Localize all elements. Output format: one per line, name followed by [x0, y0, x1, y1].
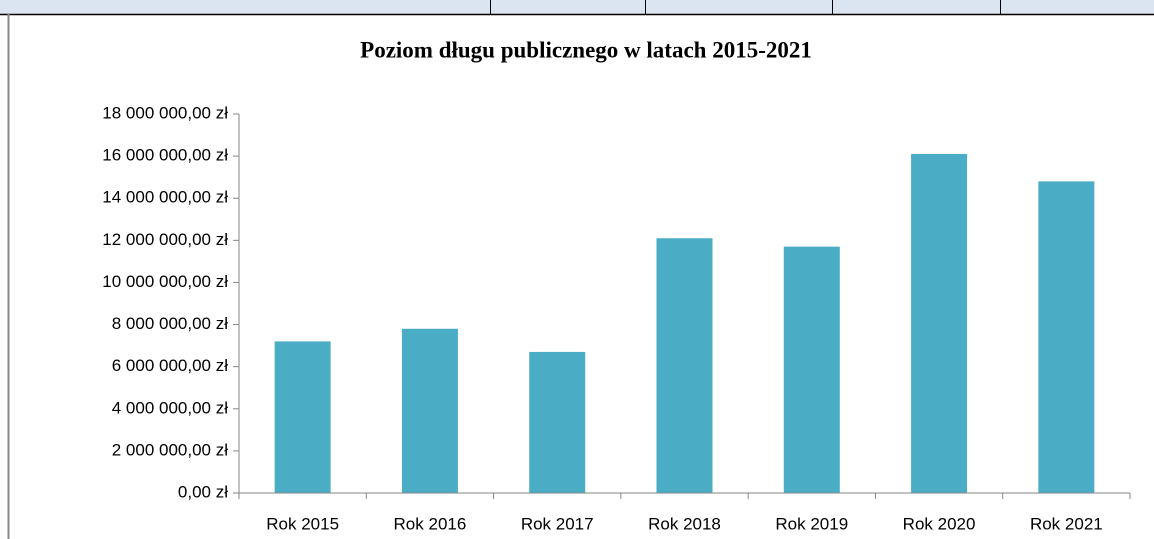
bar	[911, 154, 968, 493]
y-tick-label: 4 000 000,00 zł	[112, 398, 228, 417]
y-tick-label: 8 000 000,00 zł	[112, 314, 228, 333]
x-tick-label: Rok 2021	[1030, 514, 1103, 533]
y-tick-label: 12 000 000,00 zł	[102, 230, 228, 249]
bar	[656, 238, 713, 493]
x-tick-label: Rok 2019	[775, 514, 848, 533]
table-header-strip	[0, 0, 1154, 14]
y-tick-label: 6 000 000,00 zł	[112, 356, 228, 375]
x-tick-label: Rok 2016	[394, 514, 467, 533]
bar	[274, 341, 331, 493]
x-tick-label: Rok 2017	[521, 514, 594, 533]
bar	[783, 246, 840, 493]
y-tick-label: 18 000 000,00 zł	[102, 103, 228, 122]
y-tick-label: 0,00 zł	[178, 482, 228, 501]
bar	[1038, 181, 1095, 493]
y-tick-label: 10 000 000,00 zł	[102, 272, 228, 291]
x-tick-label: Rok 2020	[903, 514, 976, 533]
y-tick-label: 16 000 000,00 zł	[102, 146, 228, 165]
y-tick-label: 14 000 000,00 zł	[102, 188, 228, 207]
x-tick-label: Rok 2015	[266, 514, 339, 533]
x-tick-label: Rok 2018	[648, 514, 721, 533]
bar	[529, 351, 586, 493]
chart-title: Poziom długu publicznego w latach 2015-2…	[360, 37, 812, 62]
bar	[401, 328, 458, 493]
y-tick-label: 2 000 000,00 zł	[112, 440, 228, 459]
